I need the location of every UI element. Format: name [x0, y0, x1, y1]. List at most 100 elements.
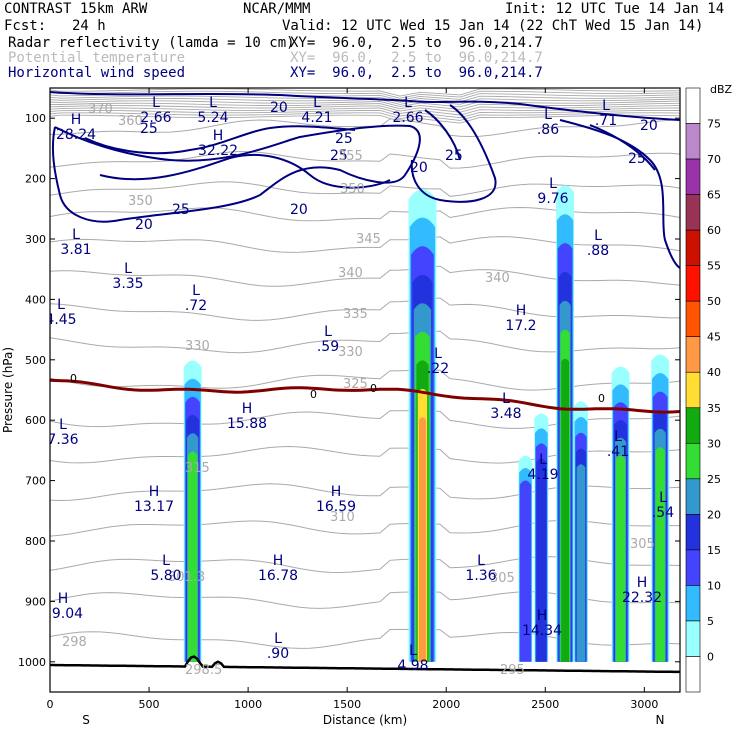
colorbar-box [685, 336, 701, 373]
extremum-value: 3.35 [112, 276, 143, 292]
wind-contour-label: 20 [135, 217, 153, 233]
extremum-letter: L [124, 261, 132, 277]
wind-contour-tail [559, 119, 680, 269]
wind-contour-20-lower [51, 124, 421, 223]
theta-contour-label: 355 [338, 149, 363, 164]
theta-contour [50, 181, 680, 197]
colorbar-box [685, 656, 701, 693]
zero-line-labels: 0 0 0 0 [70, 372, 605, 405]
stratosphere-theta-line [50, 109, 680, 119]
theta-contour-label: 305 [490, 571, 515, 586]
colorbar-tick-label: 15 [707, 544, 721, 557]
theta-contour-label: 340 [338, 266, 363, 281]
stratosphere-theta-line [50, 112, 680, 121]
wind-contour-25-mid [99, 153, 391, 189]
extremum-value: 13.17 [134, 499, 174, 515]
wind-contours [50, 91, 680, 269]
stratosphere-theta-line [50, 114, 680, 124]
wind-contour-right-25 [589, 124, 656, 171]
x-tick-label: 2000 [432, 698, 460, 711]
theta-contour-label: 330 [338, 345, 363, 360]
wind-contour-label: 20 [270, 100, 288, 116]
extremum-value: .88 [587, 243, 609, 259]
colorbar-box [685, 549, 701, 586]
model-title: CONTRAST 15km ARW [4, 1, 148, 17]
field-name-reflectivity: Radar reflectivity (lamda = 10 cm) [8, 35, 295, 51]
x-axis: 0 500 1000 1500 2000 2500 3000 [47, 88, 658, 711]
theta-contour [50, 150, 680, 169]
colorbar-tick-label: 10 [707, 579, 721, 592]
wind-contour-label: 20 [290, 202, 308, 218]
zero-line-label: 0 [70, 372, 77, 385]
wind-contour-label: 20 [410, 160, 428, 176]
theta-contour [50, 265, 680, 287]
extremum-value: 4.98 [397, 658, 428, 674]
init-time: Init: 12 UTC Tue 14 Jan 14 [505, 1, 725, 17]
colorbar-box [685, 229, 701, 266]
extremum-value: 1.36 [465, 568, 496, 584]
plot-frame [49, 87, 681, 693]
reflectivity-band [561, 358, 569, 662]
reflectivity-band [615, 455, 626, 662]
extremum-value: 2.66 [392, 110, 423, 126]
extremum-value: .59 [317, 339, 339, 355]
extremum-letter: H [71, 112, 82, 128]
extremum-letter: L [152, 95, 160, 111]
wind-contour-label: 25 [628, 151, 646, 167]
colorbar-box [685, 123, 701, 160]
extremum-letter: L [602, 98, 610, 114]
extremum-letter: H [637, 575, 648, 591]
y-tick-label: 800 [25, 535, 46, 548]
extremum-letter: H [149, 484, 160, 500]
zero-line-label: 0 [370, 382, 377, 395]
wind-contour-jet [50, 91, 680, 121]
extremum-value: 5.80 [150, 568, 181, 584]
forecast-hour: 24 h [72, 18, 106, 34]
theta-contours [50, 118, 680, 649]
theta-contour [50, 330, 680, 354]
extremum-value: .22 [427, 361, 449, 377]
extremum-value: .72 [185, 298, 207, 314]
colorbar-box [685, 158, 701, 195]
extremum-letter: L [209, 95, 217, 111]
theta-contour-label: 310 [330, 510, 355, 525]
extremum-letter: H [58, 591, 69, 607]
colorbar-tick-label: 5 [707, 615, 714, 628]
theta-contour-label: 295 [500, 663, 525, 678]
extremum-value: .90 [267, 646, 289, 662]
theta-contour-label: 301.3 [168, 570, 205, 585]
stratosphere-theta-line [50, 90, 680, 99]
wind-contour-25-right [424, 109, 461, 161]
field-xy-wind: XY= 96.0, 2.5 to 96.0,214.7 [290, 65, 543, 81]
wind-contour-label: 20 [640, 118, 658, 134]
wind-contour-label: 25 [140, 121, 158, 137]
extremum-value: 16.59 [316, 499, 356, 515]
colorbar-box [685, 514, 701, 551]
theta-contour-label: 325 [343, 377, 368, 392]
colorbar-tick-label: 65 [707, 189, 721, 202]
theta-contour-label: 350 [128, 194, 153, 209]
extremum-value: 2.66 [140, 110, 171, 126]
theta-contour-label: 370 [88, 102, 113, 117]
extremum-value: .41 [607, 444, 629, 460]
y-tick-label: 100 [25, 112, 46, 125]
organization: NCAR/MMM [243, 1, 311, 17]
y-tick-label: 600 [25, 414, 46, 427]
colorbar-box [685, 620, 701, 657]
x-tick-label: 1000 [234, 698, 262, 711]
colorbar-box [685, 442, 701, 480]
y-tick-label: 700 [25, 475, 46, 488]
theta-contour [50, 297, 680, 321]
colorbar-box [685, 407, 701, 444]
extremum-value: 4.45 [45, 312, 76, 328]
wind-contour-label: 25 [335, 131, 353, 147]
theta-contour [50, 206, 680, 222]
reflectivity-band [536, 458, 547, 662]
theta-contour-label: 305 [630, 537, 655, 552]
extremum-value: 3.81 [60, 242, 91, 258]
extremum-letter: H [273, 553, 284, 569]
colorbar-box [685, 265, 701, 302]
